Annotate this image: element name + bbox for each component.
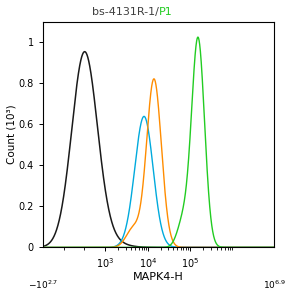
Text: bs-4131R-1/: bs-4131R-1/	[92, 7, 159, 17]
Text: $-10^{2.7}$: $-10^{2.7}$	[28, 279, 58, 292]
X-axis label: MAPK4-H: MAPK4-H	[133, 271, 184, 282]
Text: $10^{6.9}$: $10^{6.9}$	[263, 279, 286, 292]
Y-axis label: Count (10³): Count (10³)	[7, 105, 17, 164]
Text: P1: P1	[159, 7, 172, 17]
